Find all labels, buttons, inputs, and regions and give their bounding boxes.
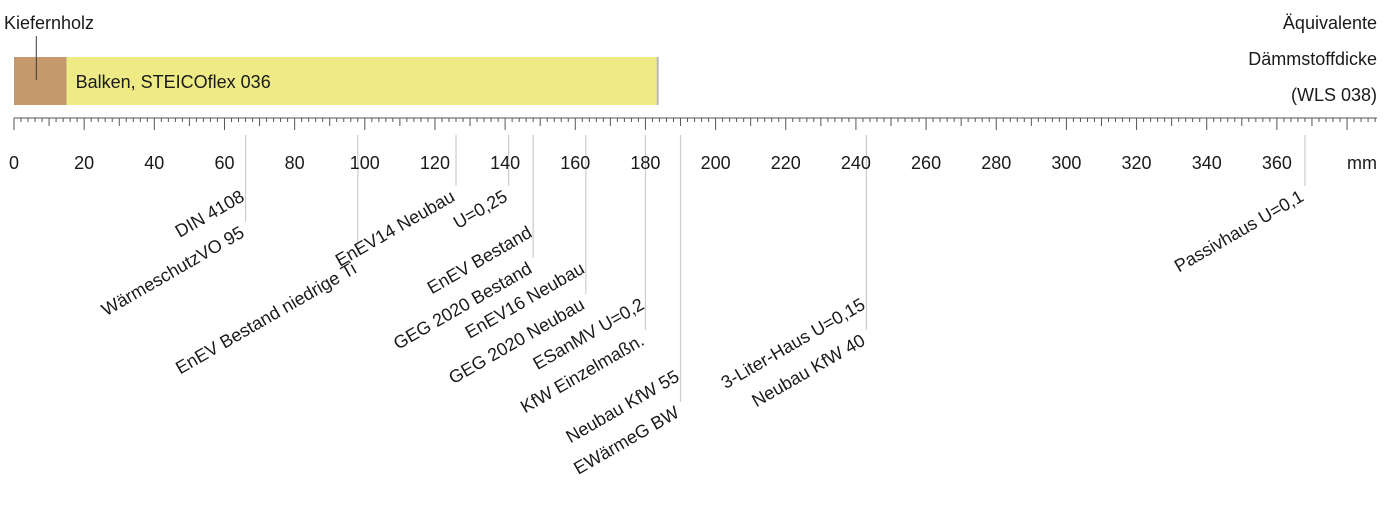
marker-label: EnEV Bestand niedrige Ti xyxy=(172,258,360,378)
axis-tick-label: 260 xyxy=(911,153,941,173)
equivalent-label-line-2: Dämmstoffdicke xyxy=(1248,49,1377,69)
axis-tick-label: 200 xyxy=(701,153,731,173)
axis-tick-label: 280 xyxy=(981,153,1011,173)
axis-tick-label: 40 xyxy=(144,153,164,173)
bar-segment-1 xyxy=(14,57,67,105)
material-bar: Kiefernholz Balken, STEICOflex 036 xyxy=(4,13,659,105)
axis-tick-label: 360 xyxy=(1262,153,1292,173)
equivalent-label-line-1: Äquivalente xyxy=(1283,13,1377,33)
bar-segment-label: Kiefernholz xyxy=(4,13,94,33)
equivalent-label-line-3: (WLS 038) xyxy=(1291,85,1377,105)
axis-tick-label: 120 xyxy=(420,153,450,173)
axis-tick-label: 140 xyxy=(490,153,520,173)
axis-tick-label: 340 xyxy=(1192,153,1222,173)
axis-tick-label: 240 xyxy=(841,153,871,173)
axis-tick-label: 180 xyxy=(630,153,660,173)
axis-tick-label: 300 xyxy=(1051,153,1081,173)
equivalent-thickness-label: Äquivalente Dämmstoffdicke (WLS 038) xyxy=(1248,13,1377,105)
axis-tick-label: 320 xyxy=(1122,153,1152,173)
axis-tick-label: 20 xyxy=(74,153,94,173)
thickness-axis: 0 20 40 60 80 100 120 140 160 180 200 220 240 260 280 3… xyxy=(9,117,1377,173)
bar-segment-2 xyxy=(66,57,658,105)
axis-tick-label: 80 xyxy=(285,153,305,173)
marker-label: EnEV14 Neubau xyxy=(332,186,458,270)
unit-label: mm xyxy=(1347,153,1377,173)
axis-tick-label: 60 xyxy=(214,153,234,173)
grid-lines xyxy=(244,135,1306,402)
bar-segment-label: Balken, STEICOflex 036 xyxy=(76,72,271,92)
axis-tick-label: 0 xyxy=(9,153,19,173)
axis-tick-label: 220 xyxy=(771,153,801,173)
marker-label: WärmeschutzVO 95 xyxy=(98,222,247,320)
axis-tick-label: 160 xyxy=(560,153,590,173)
marker-label: Passivhaus U=0,1 xyxy=(1171,186,1307,276)
axis-tick-label: 100 xyxy=(350,153,380,173)
marker-label: U=0,25 xyxy=(450,186,511,233)
